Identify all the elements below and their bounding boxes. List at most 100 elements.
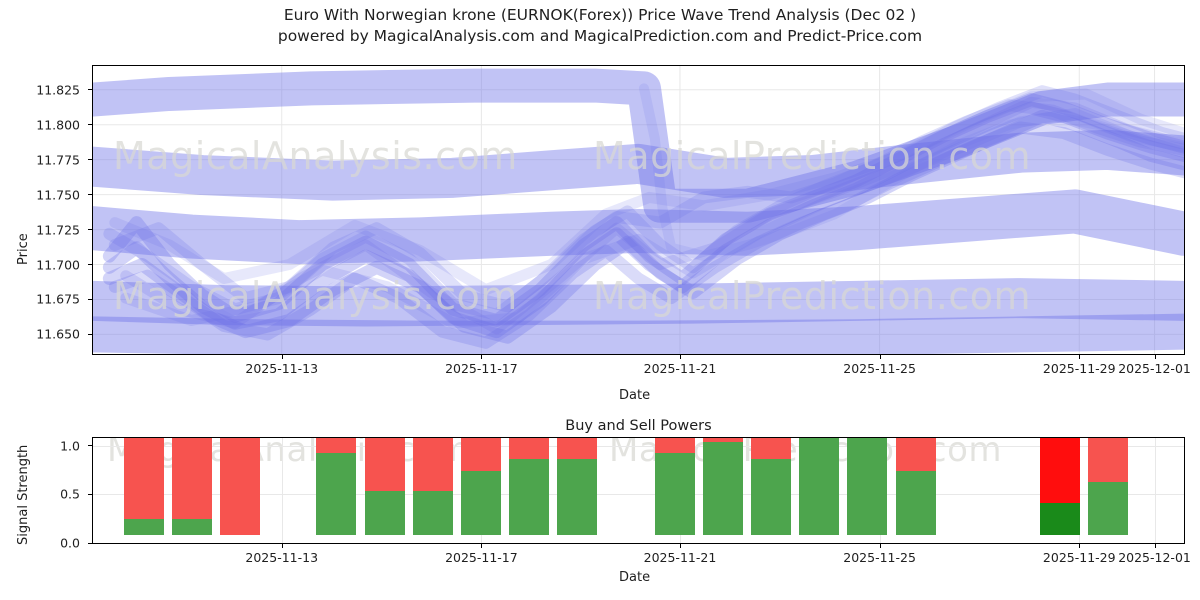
signal-bar[interactable] [124, 438, 165, 543]
signal-bar[interactable] [702, 438, 743, 543]
signal-bar-sell-segment [172, 438, 213, 519]
signal-x-tick-label: 2025-11-25 [843, 550, 916, 565]
signal-x-tick-label: 2025-12-01 [1118, 550, 1191, 565]
price-x-axis-label: Date [619, 388, 651, 403]
signal-bar[interactable] [895, 438, 936, 543]
price-x-tick-label: 2025-12-01 [1118, 361, 1191, 376]
signal-bar-sell-segment [220, 438, 261, 536]
signal-bar-buy-segment [654, 452, 695, 536]
price-wave-wave-5 [108, 85, 1184, 313]
figure-title-line1: Euro With Norwegian krone (EURNOK(Forex)… [283, 6, 917, 24]
price-x-tick-label: 2025-11-29 [1042, 361, 1116, 376]
price-y-tick-mark [88, 229, 92, 231]
signal-bar[interactable] [846, 438, 887, 543]
signal-bar-sell-segment [413, 438, 454, 492]
signal-bar[interactable] [365, 438, 406, 543]
signal-bar-sell-segment [509, 438, 550, 460]
signal-y-axis-label: Signal Strength [16, 444, 31, 545]
price-wave-svg [93, 66, 1184, 354]
price-y-tick-mark [88, 89, 92, 91]
price-x-tick-mark [1079, 355, 1081, 359]
price-y-tick-mark [88, 194, 92, 196]
signal-x-tick-label: 2025-11-13 [245, 550, 319, 565]
figure-title-line2: powered by MagicalAnalysis.com and Magic… [277, 27, 923, 45]
signal-gridline [93, 543, 1184, 544]
signal-bar[interactable] [557, 438, 598, 543]
signal-chart-plot-area: MagicalAnalysis.com MagicalPrediction.co… [92, 437, 1185, 544]
price-y-tick-label: 11.675 [36, 291, 80, 307]
signal-bar[interactable] [172, 438, 213, 543]
price-x-tick-label: 2025-11-21 [643, 361, 717, 376]
signal-x-tick-mark [879, 544, 881, 548]
signal-bar[interactable] [509, 438, 550, 543]
signal-gridline-v [1154, 438, 1156, 543]
price-y-tick-label: 11.700 [36, 257, 80, 273]
signal-bar-sell-segment [654, 438, 695, 453]
signal-bar-buy-segment [124, 518, 165, 536]
price-y-tick-mark [88, 124, 92, 126]
signal-bar-buy-segment [702, 441, 743, 536]
price-y-tick-mark [88, 333, 92, 336]
signal-bar-sell-segment [750, 438, 791, 460]
price-x-tick-label: 2025-11-17 [445, 361, 518, 376]
signal-x-tick-label: 2025-11-21 [643, 550, 717, 565]
signal-bar[interactable] [316, 438, 357, 543]
price-y-tick-mark [88, 159, 92, 161]
signal-x-tick-mark [1079, 544, 1081, 548]
signal-x-tick-label: 2025-11-17 [445, 550, 518, 565]
price-x-tick-mark [879, 355, 881, 359]
signal-chart-title: Buy and Sell Powers [565, 418, 712, 434]
price-y-tick-mark [88, 264, 92, 266]
price-wave-wave-8 [120, 108, 1184, 329]
signal-bar-buy-segment [461, 471, 502, 536]
signal-bar-sell-segment [1039, 438, 1080, 504]
signal-bar[interactable] [1087, 438, 1128, 543]
signal-y-tick-mark [88, 493, 92, 495]
price-band-mid-upper-channel [93, 129, 1184, 201]
signal-gridline-v [281, 438, 283, 543]
price-y-tick-label: 11.650 [36, 326, 80, 342]
signal-bar[interactable] [220, 438, 261, 543]
signal-bar-buy-segment [846, 438, 887, 536]
signal-x-axis-label: Date [619, 570, 651, 585]
price-x-tick-mark [679, 355, 682, 359]
signal-bar-buy-segment [750, 459, 791, 536]
price-x-tick-mark [481, 355, 483, 359]
signal-bar-sell-segment [365, 438, 406, 492]
signal-bar[interactable] [654, 438, 695, 543]
signal-y-tick-mark [88, 445, 92, 447]
signal-x-tick-mark [679, 544, 682, 548]
price-chart-plot-area: MagicalAnalysis.com MagicalPrediction.co… [92, 65, 1185, 355]
signal-x-tick-mark [281, 544, 283, 548]
signal-x-tick-label: 2025-11-29 [1042, 550, 1116, 565]
signal-bar-buy-segment [798, 438, 839, 536]
figure-title: Euro With Norwegian krone (EURNOK(Forex)… [0, 5, 1200, 47]
price-x-tick-label: 2025-11-13 [245, 361, 319, 376]
signal-bar-sell-segment [557, 438, 598, 460]
price-y-tick-label: 11.775 [36, 152, 80, 168]
signal-bar-sell-segment [702, 438, 743, 442]
signal-bar-sell-segment [461, 438, 502, 472]
signal-gridline-v [1079, 438, 1081, 543]
price-y-tick-label: 11.725 [36, 222, 80, 238]
price-band-base-channel [93, 313, 1184, 354]
signal-x-tick-mark [1154, 544, 1156, 548]
signal-gridline [93, 445, 1184, 447]
signal-y-tick-label: 0.0 [60, 535, 80, 551]
signal-bar[interactable] [1039, 438, 1080, 543]
price-wave-wave-4 [108, 121, 1184, 349]
signal-bar[interactable] [750, 438, 791, 543]
signal-gridline [93, 494, 1184, 496]
signal-bar-sell-segment [895, 438, 936, 472]
signal-bar-buy-segment [172, 518, 213, 536]
signal-y-tick-label: 0.5 [60, 486, 80, 502]
signal-bar-sell-segment [124, 438, 165, 519]
signal-bar[interactable] [461, 438, 502, 543]
price-band-upper-channel [93, 68, 1184, 223]
price-wave-wave-6 [103, 99, 1184, 321]
signal-bar[interactable] [798, 438, 839, 543]
signal-bar[interactable] [413, 438, 454, 543]
price-wave-wave-2 [102, 101, 1184, 339]
signal-bar-buy-segment [365, 491, 406, 536]
